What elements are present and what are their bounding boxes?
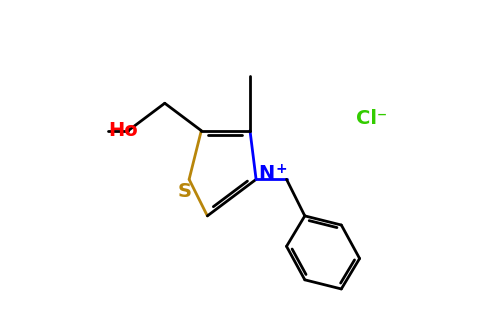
Text: Cl⁻: Cl⁻ <box>356 109 388 128</box>
Text: +: + <box>276 162 287 176</box>
Text: Ho: Ho <box>108 121 138 140</box>
Text: S: S <box>178 182 192 201</box>
Text: N: N <box>258 164 275 183</box>
